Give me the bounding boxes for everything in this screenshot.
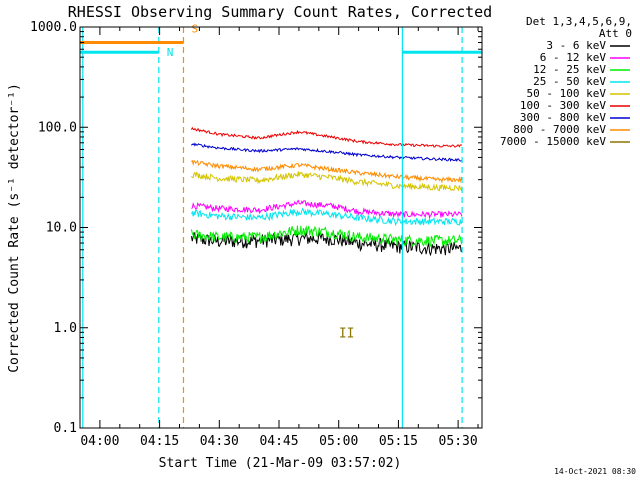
legend-header-line: Att 0 [599,27,632,40]
legend-header-line: Det 1,3,4,5,6,9, [526,15,632,28]
x-tick-label: 05:00 [319,434,358,449]
legend-label: 12 - 25 keV [533,63,606,76]
legend-label: 50 - 100 keV [527,87,607,100]
x-axis-label: Start Time (21-Mar-09 03:57:02) [159,456,402,471]
legend-label: 300 - 800 keV [520,111,606,124]
generation-timestamp: 14-Oct-2021 08:30 [554,467,636,476]
y-tick-label: 0.1 [54,421,77,436]
series-line [190,225,463,248]
legend-label: 800 - 7000 keV [513,123,606,136]
x-tick-label: 04:15 [140,434,179,449]
series-line [190,207,463,227]
legend-label: 3 - 6 keV [546,39,606,52]
marker-layer: N S II [80,23,482,428]
axis-layer: 04:00 04:15 04:30 04:45 05:00 05:15 05:30 0.1 1.… [30,20,482,449]
x-tick-label: 04:30 [200,434,239,449]
legend-label: 100 - 300 keV [520,99,606,112]
x-tick-label: 05:15 [379,434,418,449]
x-tick-label: 05:30 [439,434,478,449]
flag-label: S [191,23,198,36]
series-line [191,159,463,184]
series-layer [190,126,463,257]
annotation-text: II [339,326,355,341]
x-tick-label: 04:00 [80,434,119,449]
chart-title: RHESSI Observing Summary Count Rates, Co… [68,3,492,21]
series-line [190,126,463,148]
series-line [191,199,463,220]
legend-label: 7000 - 15000 keV [500,135,606,148]
y-tick-label: 10.0 [46,221,77,236]
series-line [191,142,463,163]
legend-label: 6 - 12 keV [540,51,607,64]
y-tick-label: 1000.0 [30,20,77,35]
series-line [191,171,463,192]
legend-label: 25 - 50 keV [533,75,606,88]
x-tick-label: 04:45 [259,434,298,449]
y-axis-label: Corrected Count Rate (s⁻¹ detector⁻¹) [7,83,22,373]
y-tick-label: 1.0 [54,321,77,336]
y-tick-label: 100.0 [38,120,77,135]
flag-label: N [167,46,174,59]
